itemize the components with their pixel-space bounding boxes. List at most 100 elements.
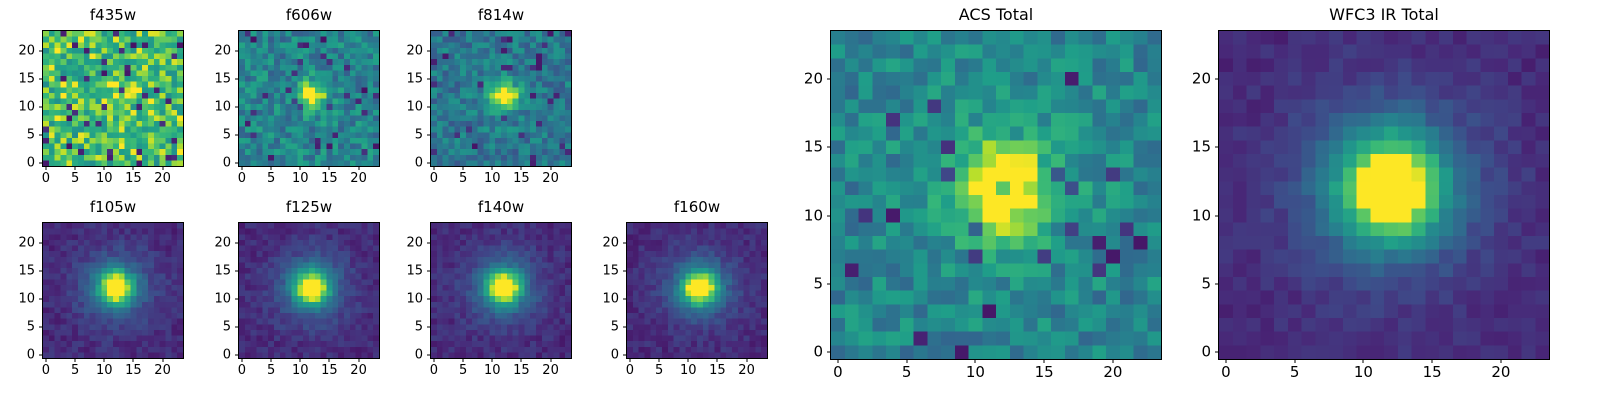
y-tick-label: 15 xyxy=(602,263,619,279)
x-tick-label: 15 xyxy=(513,363,530,378)
y-tick-label: 0 xyxy=(26,155,35,171)
panel-acs: ACS Total 0 5 10 15 20 0 5 10 15 20 xyxy=(804,5,1162,380)
y-tick-label: 15 xyxy=(18,263,35,279)
panel-f140w: f140w 0 5 10 15 20 0 5 10 15 20 xyxy=(406,198,572,377)
y-tick-mark xyxy=(235,242,239,244)
x-tick-mark xyxy=(45,166,47,170)
x-tick-mark xyxy=(658,358,660,362)
y-tick-mark xyxy=(827,283,831,285)
y-tick-label: 10 xyxy=(406,291,423,307)
x-tick-label: 20 xyxy=(350,171,367,186)
y-tick-mark xyxy=(39,354,43,356)
x-tick-label: 15 xyxy=(321,171,338,186)
x-tick-label: 0 xyxy=(237,171,247,186)
x-tick-mark xyxy=(716,358,718,362)
y-tick-mark xyxy=(39,50,43,52)
x-tick-label: 20 xyxy=(738,363,755,378)
y-tick-label: 0 xyxy=(414,347,423,363)
y-tick-label: 15 xyxy=(214,263,231,279)
plot-area: 0 5 10 15 20 0 5 10 15 20 xyxy=(406,30,572,185)
x-tick-label: 15 xyxy=(321,363,338,378)
y-tick-mark xyxy=(427,50,431,52)
y-tick-mark xyxy=(235,134,239,136)
y-tick-label: 10 xyxy=(1191,206,1211,224)
x-tick-mark xyxy=(241,166,243,170)
panel-title-f125w: f125w xyxy=(285,198,333,216)
x-tick-mark xyxy=(103,358,105,362)
panel-title-wfc3: WFC3 IR Total xyxy=(1329,5,1439,24)
y-tick-label: 20 xyxy=(18,235,35,251)
y-tick-label: 10 xyxy=(214,99,231,115)
plot-area: 0 5 10 15 20 0 5 10 15 20 xyxy=(18,222,184,377)
x-tick-mark xyxy=(270,358,272,362)
y-tick-mark xyxy=(235,270,239,272)
y-tick-mark xyxy=(623,270,627,272)
x-tick-mark xyxy=(1225,359,1227,363)
x-tick-mark xyxy=(1500,359,1502,363)
y-tick-label: 0 xyxy=(222,155,231,171)
x-tick-mark xyxy=(974,359,976,363)
x-tick-label: 5 xyxy=(70,171,80,186)
y-tick-label: 0 xyxy=(813,342,823,361)
x-tick-label: 20 xyxy=(542,171,559,186)
y-tick-mark xyxy=(1215,78,1219,80)
y-tick-mark xyxy=(427,354,431,356)
x-tick-mark xyxy=(241,358,243,362)
panel-f160w: f160w 0 5 10 15 20 0 5 10 15 20 xyxy=(602,198,768,377)
plot-area: 0 5 10 15 20 0 5 10 15 20 xyxy=(214,30,380,185)
y-tick-mark xyxy=(235,354,239,356)
x-tick-mark xyxy=(837,359,839,363)
y-tick-mark xyxy=(427,242,431,244)
y-tick-label: 20 xyxy=(1191,69,1211,88)
x-tick-label: 0 xyxy=(833,363,843,381)
panel-title-f160w: f160w xyxy=(673,198,721,216)
y-tick-mark xyxy=(39,134,43,136)
y-tick-mark xyxy=(827,78,831,80)
y-tick-mark xyxy=(39,242,43,244)
x-tick-label: 10 xyxy=(483,363,501,378)
y-tick-mark xyxy=(623,326,627,328)
panel-wfc3: WFC3 IR Total 0 5 10 15 20 0 5 10 15 20 xyxy=(1192,5,1550,380)
y-tick-label: 0 xyxy=(26,347,35,363)
x-tick-mark xyxy=(132,358,134,362)
y-tick-mark xyxy=(39,106,43,108)
heatmap-f606w xyxy=(239,31,379,166)
x-tick-mark xyxy=(358,358,360,362)
x-tick-label: 20 xyxy=(154,363,171,378)
y-tick-label: 5 xyxy=(222,127,231,143)
x-tick-label: 0 xyxy=(429,171,439,186)
y-tick-mark xyxy=(39,326,43,328)
x-tick-label: 5 xyxy=(70,363,80,378)
y-tick-mark xyxy=(235,106,239,108)
y-tick-mark xyxy=(235,162,239,164)
y-tick-label: 10 xyxy=(602,291,619,307)
panel-title-f140w: f140w xyxy=(477,198,525,216)
x-tick-label: 0 xyxy=(429,363,439,378)
x-tick-mark xyxy=(74,358,76,362)
plot-area: 0 5 10 15 20 0 5 10 15 20 xyxy=(18,30,184,185)
y-tick-label: 15 xyxy=(214,71,231,87)
x-tick-label: 15 xyxy=(1422,363,1442,381)
y-tick-label: 15 xyxy=(18,71,35,87)
y-tick-label: 10 xyxy=(406,99,423,115)
y-tick-label: 5 xyxy=(26,127,35,143)
x-tick-label: 0 xyxy=(41,171,51,186)
x-tick-label: 20 xyxy=(1103,363,1123,381)
y-tick-mark xyxy=(235,78,239,80)
x-tick-label: 10 xyxy=(95,363,113,378)
x-tick-mark xyxy=(1294,359,1296,363)
y-tick-label: 20 xyxy=(214,43,231,59)
heatmap-f125w xyxy=(239,223,379,358)
x-tick-mark xyxy=(520,166,522,170)
panel-title-f814w: f814w xyxy=(477,6,525,24)
y-tick-mark xyxy=(1215,215,1219,216)
x-tick-mark xyxy=(550,166,552,170)
heatmap-acs xyxy=(831,31,1161,359)
x-tick-mark xyxy=(746,358,748,362)
y-tick-label: 10 xyxy=(803,206,823,224)
x-tick-mark xyxy=(162,166,164,170)
x-tick-mark xyxy=(328,166,330,170)
heatmap-wfc3 xyxy=(1219,31,1549,359)
plot-area: 0 5 10 15 20 0 5 10 15 20 xyxy=(1192,30,1550,380)
y-tick-label: 5 xyxy=(26,319,35,335)
